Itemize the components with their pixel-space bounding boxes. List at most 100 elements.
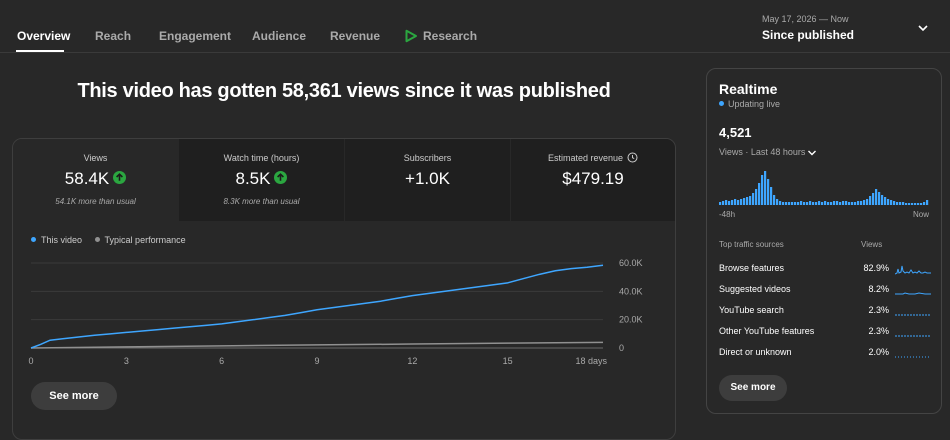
realtime-bar [896,202,899,205]
realtime-count: 4,521 [719,125,752,140]
chevron-down-icon[interactable] [917,22,929,34]
realtime-bar [860,201,863,205]
realtime-bar [899,202,902,205]
realtime-bar [758,183,761,205]
realtime-bar [743,198,746,205]
realtime-bar [764,171,767,205]
realtime-bar [806,202,809,205]
date-range-title[interactable]: Since published [762,28,855,42]
chevron-down-icon [808,150,817,156]
traffic-source-name: Other YouTube features [719,326,815,336]
y-tick-label: 0 [619,343,624,353]
realtime-bar [869,196,872,205]
realtime-bar [812,202,815,205]
metric-watch-time[interactable]: Watch time (hours) 8.5K 8.3K more than u… [179,139,344,221]
x-tick-label: 12 [407,356,417,366]
arrow-up-icon [113,171,127,185]
realtime-title: Realtime [719,81,778,97]
realtime-bar [902,202,905,205]
traffic-source-pct: 8.2% [868,284,889,294]
traffic-views-header: Views [861,240,883,249]
realtime-axis-end: Now [912,210,929,219]
realtime-bar [761,175,764,205]
realtime-period-selector[interactable]: Views · Last 48 hours [719,147,817,158]
legend-label: This video [41,235,83,245]
x-tick-label: 15 [503,356,513,366]
traffic-source-name: Browse features [719,263,785,273]
realtime-bar [923,202,926,205]
traffic-source-pct: 82.9% [863,263,889,273]
realtime-bar [785,202,788,205]
realtime-bar [911,203,914,205]
traffic-source-row: Direct or unknown 2.0% [719,345,931,359]
tab-engagement[interactable]: Engagement [159,29,232,43]
realtime-bar [920,203,923,205]
realtime-bar [737,200,740,205]
live-dot-icon [719,101,724,107]
legend-item-this-video: This video [31,235,82,245]
realtime-bar [773,195,776,205]
realtime-bar-chart[interactable] [719,169,929,205]
metric-comparison: 54.1K more than usual [55,197,136,206]
tab-overview[interactable]: Overview [17,29,71,43]
active-tab-indicator [16,50,64,52]
metric-value: 58.4K [64,169,110,188]
tab-reach[interactable]: Reach [95,29,132,43]
metric-value: +1.0K [405,169,450,188]
chart-legend: This video Typical performance [31,235,196,245]
realtime-bar [740,199,743,205]
traffic-sparkline [895,292,931,295]
realtime-status: Updating live [719,99,780,109]
realtime-bar [845,201,848,205]
views-line-chart[interactable]: 0 20.0K 40.0K 60.0K 0 3 6 9 12 15 18 days [13,249,675,379]
realtime-bar [821,202,824,205]
date-range-label[interactable]: May 17, 2026 — Now [762,14,849,24]
tab-research[interactable]: Research [423,29,478,43]
realtime-bar [722,201,725,205]
metric-subscribers[interactable]: Subscribers +1.0K [345,139,510,221]
traffic-source-row: Suggested videos 8.2% [719,282,931,296]
metric-value-container: 58.4K [13,169,178,189]
traffic-source-pct: 2.3% [868,305,889,315]
realtime-bar [779,201,782,205]
realtime-bar [794,202,797,205]
realtime-bar [881,195,884,205]
tab-revenue[interactable]: Revenue [330,29,381,43]
series-line-typical [30,341,604,349]
realtime-bar [824,201,827,205]
realtime-bar [803,202,806,205]
views-chart-card: Views 58.4K 54.1K more than usual Watch … [12,138,676,440]
realtime-bar [728,201,731,205]
top-navigation: Overview Reach Engagement Audience Reven… [0,0,950,53]
metric-label: Watch time (hours) [223,153,300,163]
realtime-axis-start: -48h [719,210,736,219]
traffic-source-name: Direct or unknown [719,347,792,357]
realtime-bar [851,202,854,205]
realtime-bar [800,201,803,205]
traffic-sparkline [895,335,931,337]
realtime-bar [770,187,773,205]
realtime-bar [725,200,728,205]
y-tick-label: 20.0K [619,315,643,325]
realtime-bar [875,189,878,205]
metric-comparison: 8.3K more than usual [223,197,300,206]
realtime-see-more-button[interactable]: See more [719,375,787,401]
realtime-bar [815,202,818,205]
metric-revenue[interactable]: Estimated revenue $479.19 [511,139,675,221]
realtime-bar [926,200,929,205]
research-icon[interactable] [404,29,418,43]
see-more-button[interactable]: See more [31,382,117,410]
realtime-bar [863,200,866,205]
realtime-bar [752,193,755,205]
tab-audience[interactable]: Audience [252,29,307,43]
metric-views[interactable]: Views 58.4K 54.1K more than usual [13,139,178,221]
realtime-bar [809,201,812,205]
metric-label: Subscribers [403,153,452,163]
realtime-card: Realtime Updating live 4,521 Views · Las… [706,68,942,414]
realtime-bar [767,179,770,205]
realtime-bar [797,202,800,205]
traffic-sparkline [895,314,931,316]
realtime-bar [857,201,860,205]
realtime-bar [872,193,875,205]
traffic-source-row: Other YouTube features 2.3% [719,324,931,338]
